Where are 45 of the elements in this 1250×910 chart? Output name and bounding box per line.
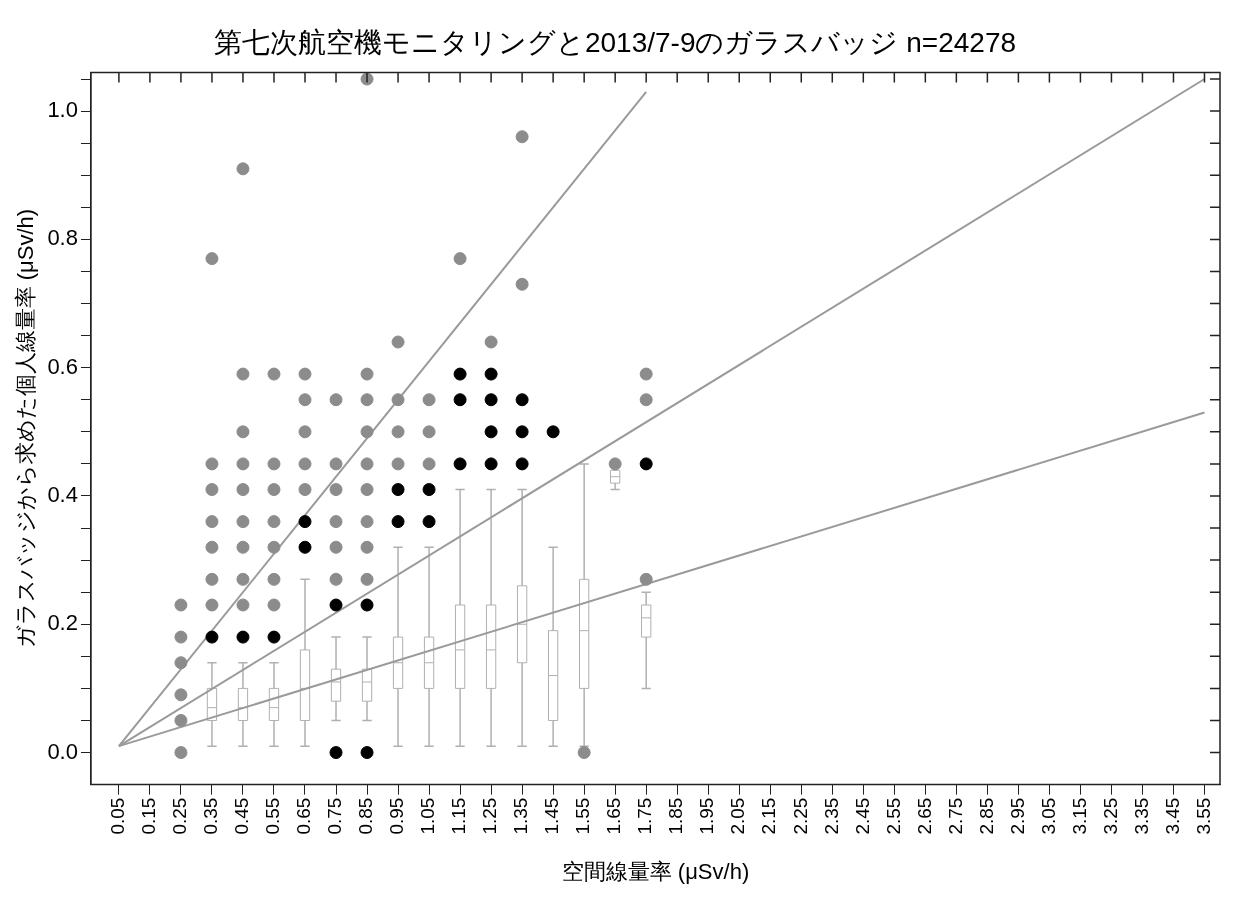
y-tick-label: 0.6 xyxy=(47,353,78,379)
x-tick-label: 3.25 xyxy=(1099,797,1121,835)
x-tick-label: 1.85 xyxy=(665,797,687,835)
y-tick-label: 0.4 xyxy=(47,482,78,508)
x-tick-label: 1.45 xyxy=(541,797,563,835)
y-tick-label: 0.2 xyxy=(47,610,78,636)
x-tick-label: 0.25 xyxy=(169,797,191,835)
x-tick-label: 2.25 xyxy=(789,797,811,835)
y-tick-label: 0.8 xyxy=(47,225,78,251)
x-tick-label: 3.35 xyxy=(1130,797,1152,835)
x-tick-label: 0.05 xyxy=(107,797,129,835)
x-tick-label: 2.65 xyxy=(913,797,935,835)
x-tick-label: 2.05 xyxy=(727,797,749,835)
x-tick-label: 2.85 xyxy=(975,797,997,835)
x-tick-label: 1.65 xyxy=(603,797,625,835)
x-tick-label: 2.15 xyxy=(758,797,780,835)
x-tick-label: 3.15 xyxy=(1068,797,1090,835)
y-tick-label: 0.0 xyxy=(47,738,78,764)
chart-title: 第七次航空機モニタリングと2013/7-9のガラスバッジ n=24278 xyxy=(213,26,1017,58)
x-tick-label: 3.45 xyxy=(1161,797,1183,835)
x-tick-label: 2.35 xyxy=(820,797,842,835)
x-tick-label: 0.55 xyxy=(262,797,284,835)
x-tick-label: 0.75 xyxy=(324,797,346,835)
x-tick-label: 0.35 xyxy=(200,797,222,835)
x-tick-label: 1.25 xyxy=(479,797,501,835)
x-tick-label: 3.55 xyxy=(1192,797,1214,835)
x-axis-title: 空間線量率 (μSv/h) xyxy=(561,858,750,884)
x-tick-label: 2.75 xyxy=(944,797,966,835)
x-tick-label: 0.95 xyxy=(386,797,408,835)
y-axis-title: ガラスバッジから求めた個人線量率 (μSv/h) xyxy=(13,208,39,649)
x-tick-label: 2.55 xyxy=(882,797,904,835)
y-tick-label: 1.0 xyxy=(47,97,78,123)
x-tick-label: 3.05 xyxy=(1037,797,1059,835)
x-tick-label: 2.45 xyxy=(851,797,873,835)
x-tick-label: 0.15 xyxy=(138,797,160,835)
x-tick-label: 1.15 xyxy=(448,797,470,835)
x-tick-label: 1.05 xyxy=(417,797,439,835)
x-tick-label: 0.45 xyxy=(231,797,253,835)
x-tick-label: 1.55 xyxy=(572,797,594,835)
x-tick-label: 2.95 xyxy=(1006,797,1028,835)
x-tick-label: 1.75 xyxy=(634,797,656,835)
x-tick-label: 0.65 xyxy=(293,797,315,835)
x-tick-label: 1.35 xyxy=(510,797,532,835)
x-tick-label: 1.95 xyxy=(696,797,718,835)
x-tick-label: 0.85 xyxy=(355,797,377,835)
